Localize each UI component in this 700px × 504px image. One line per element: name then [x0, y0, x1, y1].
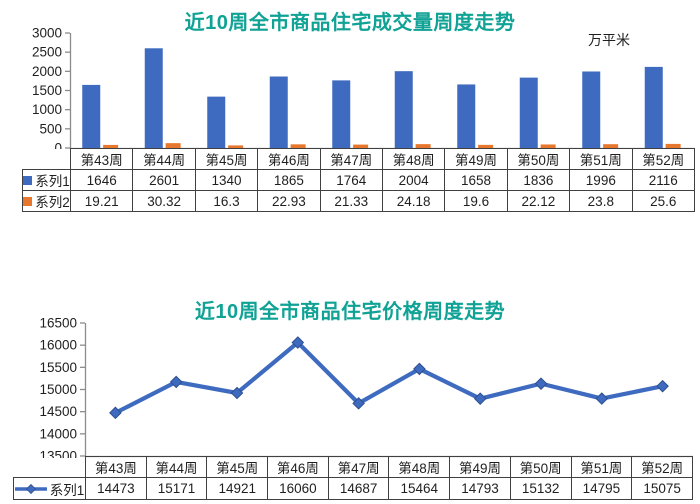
value-cell: 16.3	[194, 190, 259, 212]
svg-text:15500: 15500	[39, 360, 77, 375]
price-series1-legend: 系列1	[13, 477, 86, 500]
value-cell: 2601	[132, 169, 196, 191]
category-header: 第44周	[145, 456, 208, 478]
category-header: 第52周	[631, 148, 696, 170]
category-header: 第47周	[319, 148, 383, 170]
price-line-plot: 16500 16000 15500 15000 14500 14000 13500	[39, 316, 693, 459]
value-cell: 14795	[570, 477, 633, 500]
value-cell: 1340	[194, 169, 259, 191]
series1-square-swatch-icon	[23, 175, 33, 185]
value-cell: 22.93	[257, 190, 321, 212]
category-header: 第50周	[506, 148, 571, 170]
svg-text:14000: 14000	[39, 426, 77, 441]
value-cell: 24.18	[381, 190, 446, 212]
value-cell: 19.6	[444, 190, 508, 212]
svg-text:500: 500	[39, 121, 62, 136]
value-cell: 1764	[319, 169, 383, 191]
price-series1-legend-label: 系列1	[49, 482, 85, 498]
price-data-table: 第43周 第44周 第45周 第46周 第47周 第48周 第49周 第50周 …	[13, 456, 693, 500]
series1-legend-label: 系列1	[35, 174, 70, 189]
svg-text:16000: 16000	[39, 338, 77, 353]
category-header: 第48周	[381, 148, 446, 170]
value-cell: 1865	[257, 169, 321, 191]
value-cell: 22.12	[506, 190, 571, 212]
svg-text:16500: 16500	[39, 316, 77, 331]
svg-text:1000: 1000	[32, 102, 62, 117]
svg-text:15000: 15000	[39, 382, 77, 397]
series1-line-marker-swatch-icon	[14, 483, 47, 494]
value-cell: 15132	[509, 477, 572, 500]
value-cell: 23.8	[569, 190, 633, 212]
volume-data-table: 第43周 第44周 第45周 第46周 第47周 第48周 第49周 第50周 …	[22, 148, 696, 212]
category-header: 第48周	[388, 456, 451, 478]
svg-text:13500: 13500	[39, 449, 77, 459]
series1-row: 系列1 1646 2601 1340 1865 1764 2004 1658 1…	[22, 169, 696, 191]
svg-text:1500: 1500	[32, 83, 62, 98]
category-header: 第47周	[327, 456, 390, 478]
volume-chart-title: 近10周全市商品住宅成交量周度走势	[184, 12, 516, 34]
series2-row: 系列2 19.21 30.32 16.3 22.93 21.33 24.18 1…	[22, 190, 696, 212]
series1-legend: 系列1	[22, 169, 71, 191]
volume-unit-label: 万平米	[588, 32, 630, 48]
category-header: 第52周	[631, 456, 693, 478]
value-cell: 25.6	[631, 190, 696, 212]
value-cell: 1996	[569, 169, 633, 191]
value-cell: 1836	[506, 169, 571, 191]
value-cell: 14921	[206, 477, 269, 500]
price-table-header-row: 第43周 第44周 第45周 第46周 第47周 第48周 第49周 第50周 …	[14, 456, 693, 478]
category-header: 第43周	[85, 456, 147, 478]
value-cell: 14473	[85, 477, 147, 500]
value-cell: 15075	[631, 477, 693, 500]
series1-row: 系列1 14473 15171 14921 16060 14687 15464 …	[13, 477, 693, 500]
value-cell: 1658	[444, 169, 508, 191]
value-cell: 15171	[145, 477, 208, 500]
value-cell: 15464	[388, 477, 451, 500]
category-header: 第45周	[206, 456, 269, 478]
category-header: 第43周	[69, 148, 134, 170]
value-cell: 19.21	[69, 190, 134, 212]
category-header: 第45周	[194, 148, 259, 170]
svg-text:2000: 2000	[32, 64, 62, 79]
series2-legend-label: 系列2	[35, 195, 70, 210]
value-cell: 14687	[327, 477, 390, 500]
value-cell: 2116	[631, 169, 696, 191]
corner-cell	[14, 457, 86, 478]
series2-square-swatch-icon	[23, 196, 33, 206]
category-header: 第49周	[449, 456, 511, 478]
category-header: 第46周	[267, 456, 329, 478]
value-cell: 14793	[449, 477, 511, 500]
category-header: 第51周	[570, 456, 633, 478]
value-cell: 16060	[267, 477, 329, 500]
svg-text:14500: 14500	[39, 404, 77, 419]
category-header: 第49周	[444, 148, 508, 170]
value-cell: 1646	[69, 169, 134, 191]
svg-text:2500: 2500	[32, 45, 62, 60]
volume-table-header-row: 第43周 第44周 第45周 第46周 第47周 第48周 第49周 第50周 …	[23, 148, 696, 170]
volume-bar-plot: 3000 2500 2000 1500 1000 500 0	[32, 26, 695, 150]
category-header: 第46周	[257, 148, 321, 170]
value-cell: 2004	[381, 169, 446, 191]
svg-text:3000: 3000	[32, 26, 62, 41]
value-cell: 21.33	[319, 190, 383, 212]
category-header: 第51周	[569, 148, 633, 170]
svg-text:0: 0	[54, 141, 62, 150]
series2-legend: 系列2	[22, 190, 71, 212]
value-cell: 30.32	[132, 190, 196, 212]
category-header: 第44周	[132, 148, 196, 170]
price-chart-title: 近10周全市商品住宅价格周度走势	[194, 301, 506, 323]
corner-cell	[23, 149, 71, 170]
category-header: 第50周	[509, 456, 572, 478]
